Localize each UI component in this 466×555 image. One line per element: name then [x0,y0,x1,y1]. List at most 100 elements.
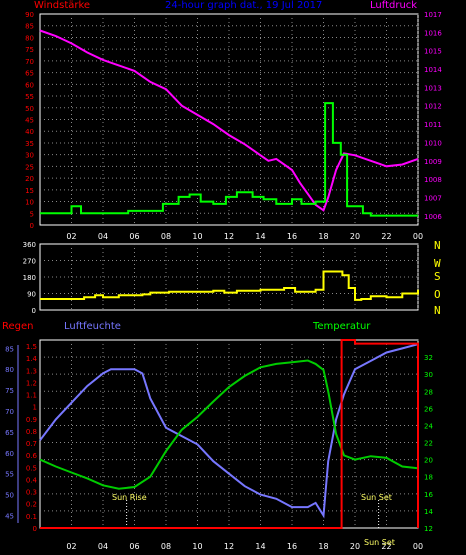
pressure-y-tick-label: 1013 [424,84,442,92]
wind-y-tick-label: 55 [25,93,34,101]
rain-y-tick-label: 1.2 [26,379,37,387]
rain-y-tick-label: 1.5 [26,343,37,351]
rain-y-tick-label: 0.2 [26,501,37,509]
pressure-y-tick-label: 1014 [424,66,442,74]
graph-date-title: 24-hour graph dat., 19 Jul 2017 [165,0,323,11]
air-pressure-title: Luftdruck [370,0,418,11]
humidity-y-tick-label: 45 [5,512,14,520]
humidity-y-tick-label: 60 [5,450,14,458]
temperature-y-tick-label: 26 [424,405,433,413]
direction-y-tick-label: 90 [27,291,36,299]
panel-bot-x-tick-label: 10 [192,542,202,551]
humidity-y-tick-label: 85 [5,345,14,353]
temperature-y-tick-label: 28 [424,388,433,396]
wind-y-tick-label: 90 [25,11,34,19]
wind-y-tick-label: 60 [25,81,34,89]
sunset-label: Sun Set [361,493,392,502]
humidity-series-line [39,343,419,519]
temperature-y-tick-label: 22 [424,440,433,448]
pressure-y-tick-label: 1007 [424,194,442,202]
direction-label-n-top: N [434,239,441,252]
panel-top-x-tick-label: 10 [192,232,202,241]
wind-y-tick-label: 80 [25,34,34,42]
direction-label-s: S [434,270,441,283]
panel-top-x-tick-label: 16 [287,232,297,241]
rain-series-line [40,339,419,529]
wind-y-tick-label: 75 [25,46,34,54]
panel-bot-x-tick-label: 22 [381,542,391,551]
pressure-y-tick-label: 1008 [424,176,442,184]
panel-bot-x-tick-label: 00 [413,542,423,551]
wind-y-tick-label: 45 [25,117,34,125]
panel-top-x-tick-label: 08 [161,232,171,241]
direction-y-tick-label: 180 [23,274,36,282]
panel-bot-x-tick-label: 06 [129,542,139,551]
wind-y-tick-label: 25 [25,163,34,171]
humidity-y-tick-label: 80 [5,366,14,374]
temperature-y-tick-label: 20 [424,457,433,465]
wind-speed-title: Windstärke [34,0,91,11]
wind-speed-series-line [40,102,418,217]
wind-y-tick-label: 10 [25,199,34,207]
rain-y-tick-label: 0.5 [26,464,37,472]
humidity-title: Luftfeuchte [64,321,121,332]
temperature-title: Temperatur [313,321,371,332]
panel-top-x-tick-label: 22 [381,232,391,241]
wind-y-tick-label: 35 [25,140,34,148]
panel-bot-x-tick-label: 16 [287,542,297,551]
temperature-y-tick-label: 32 [424,354,433,362]
direction-label-n-bottom: N [434,304,441,317]
direction-y-tick-label: 360 [23,241,36,249]
panel-top-x-tick-label: 18 [318,232,328,241]
temperature-series-line [39,359,419,490]
humidity-y-tick-label: 75 [5,387,14,395]
pressure-y-tick-label: 1015 [424,48,442,56]
rain-y-tick-label: 0.9 [26,416,37,424]
wind-y-tick-label: 50 [25,105,34,113]
humidity-y-tick-label: 50 [5,492,14,500]
pressure-y-tick-label: 1011 [424,121,442,129]
temperature-y-tick-label: 14 [424,508,433,516]
wind-y-tick-label: 30 [25,152,34,160]
rain-y-tick-label: 0.6 [26,452,38,460]
rain-y-tick-label: 1.3 [26,367,37,375]
rain-y-tick-label: 0 [33,525,37,533]
humidity-y-tick-label: 65 [5,429,14,437]
sunset-label-secondary: Sun Set [364,538,395,547]
rain-y-tick-label: 0.7 [26,440,37,448]
pressure-y-tick-label: 1010 [424,139,442,147]
panel-top-x-tick-label: 04 [98,232,108,241]
direction-y-tick-label: 0 [32,307,36,315]
wind-y-tick-label: 65 [25,70,34,78]
wind-y-tick-label: 15 [25,187,34,195]
rain-y-tick-label: 0.1 [26,513,37,521]
humidity-y-tick-label: 55 [5,471,14,479]
panel-bot-x-tick-label: 12 [224,542,234,551]
pressure-y-tick-label: 1006 [424,213,442,221]
rain-humidity-temperature-chart: 12 14 16 18 20 22 24 26 28 30 32 0 0.1 0.2 0.3 0.4 0.5 0.… [5,339,433,551]
wind-direction-chart: 0 90 180 270 360 [23,241,419,315]
panel-bot-x-tick-label: 04 [98,542,108,551]
direction-y-tick-label: 270 [23,258,36,266]
wind-y-tick-label: 40 [25,128,34,136]
rain-y-tick-label: 0.8 [26,428,37,436]
wind-y-tick-label: 0 [30,222,34,230]
panel-bot-x-tick-label: 18 [318,542,328,551]
rain-title: Regen [2,321,34,332]
panel-bot-x-tick-label: 08 [161,542,171,551]
rain-y-tick-label: 1.1 [26,392,37,400]
temperature-y-tick-label: 24 [424,422,433,430]
panel-top-x-tick-label: 14 [255,232,265,241]
panel-bot-x-tick-label: 14 [255,542,265,551]
panel-top-x-tick-label: 02 [66,232,76,241]
wind-y-tick-label: 5 [30,210,34,218]
panel-top-x-tick-label: 20 [350,232,360,241]
panel-top-x-tick-label: 06 [129,232,139,241]
wind-direction-series-line [40,270,419,301]
temperature-y-tick-label: 12 [424,525,433,533]
panel-bot-x-tick-label: 20 [350,542,360,551]
pressure-y-tick-label: 1009 [424,158,442,166]
pressure-y-tick-label: 1017 [424,11,442,19]
wind-y-tick-label: 70 [25,58,34,66]
